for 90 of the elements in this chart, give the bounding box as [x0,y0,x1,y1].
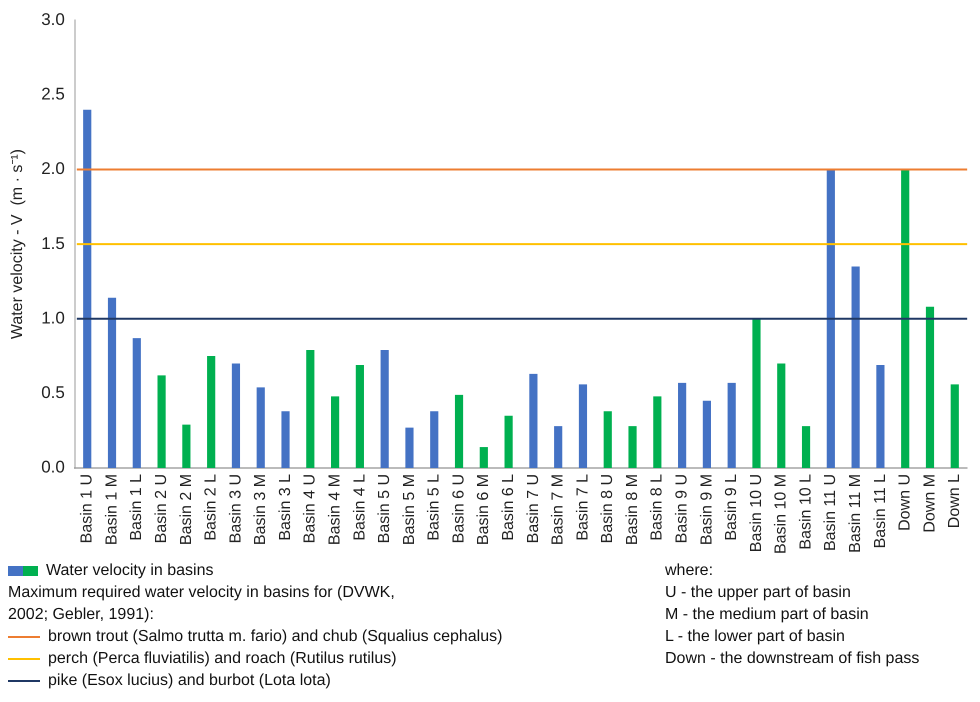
text: where: [665,561,714,581]
bar [256,387,265,468]
y-tick-label: 1.5 [41,234,65,253]
legend-label: brown trout (Salmo trutta m. fario) and chub (Squalius cephalus) [48,627,502,647]
y-tick-label: 2.5 [41,84,65,104]
x-tick-label: Basin 9 M [698,474,716,546]
x-tick-label: Down M [921,474,938,533]
x-tick-label: Basin 2 M [178,474,195,546]
text: L - the lower part of basin [665,627,846,647]
bar [702,400,711,468]
bar [728,382,736,468]
x-tick-label: Basin 2 L [202,474,220,541]
bar [232,363,240,468]
x-tick-label: Down U [896,474,914,531]
y-tick-label: 0.0 [41,458,65,477]
x-tick-label: Basin 10 L [797,474,814,550]
bar [926,306,934,468]
y-tick-label: 1.0 [41,308,65,328]
bar [356,364,364,468]
bar [182,424,190,468]
x-tick-label: Basin 1 M [103,474,120,546]
x-tick-label: Basin 1 L [128,474,146,541]
bar [604,411,612,468]
bar [752,318,761,468]
bar [678,382,686,468]
x-tick-label: Basin 3 L [276,474,294,541]
x-tick-label: Basin 5 U [376,474,394,544]
bar [876,364,884,468]
y-axis-title: Water velocity - V (m · s⁻¹) [9,148,26,340]
bar [826,169,835,468]
bar [628,426,637,468]
x-tick-label: Basin 8 U [599,474,616,544]
legend-label: perch (Perca fluviatilis) and roach (Rutilus rutilus) [48,649,397,669]
bar [901,169,910,468]
x-tick-label: Basin 9 L [723,474,740,541]
bar [852,266,860,468]
bar [157,375,166,468]
text: Down - the downstream of fish pass [665,649,920,669]
bar [108,298,116,468]
bar [306,350,314,468]
x-tick-label: Basin 6 L [500,474,518,541]
x-tick-label: Basin 8 L [648,474,666,541]
x-tick-label: Basin 8 M [624,474,641,546]
bar [802,426,810,468]
x-tick-label: Basin 10 U [748,474,765,552]
x-tick-label: Basin 3 M [252,474,270,546]
bar [777,363,786,468]
x-tick-label: Basin 2 U [152,474,170,544]
x-tick-label: Basin 7 U [524,474,542,544]
bar [454,394,464,468]
x-tick-label: Basin 3 U [227,474,244,544]
x-tick-label: Down L [946,474,964,528]
legend-title: Maximum required water velocity in basins for (DVWK, 2002; Gebler, 1991): [8,583,396,625]
x-tick-label: Basin 6 U [450,474,468,544]
x-tick-label: Basin 9 U [674,474,691,544]
x-tick-label: Basin 4 U [302,474,319,544]
bar [529,374,538,468]
bar [950,384,959,468]
bar [554,426,562,468]
legend-label: pike (Esox lucius) and burbot (Lota lota) [48,671,331,691]
text: U - the upper part of basin [665,583,852,603]
bar [132,338,141,468]
bar [578,384,588,468]
x-tick-label: Basin 5 M [400,474,418,546]
legend-label: Water velocity in basins [46,561,214,581]
x-tick-label: Basin 6 M [475,474,492,546]
x-tick-label: Basin 7 M [550,474,567,546]
x-tick-label: Basin 4 M [326,474,344,546]
bar [653,396,662,468]
x-tick-label: Basin 7 L [574,474,592,541]
bar [281,411,290,468]
bar [207,356,216,468]
y-tick-label: 3.0 [41,10,65,29]
x-tick-label: Basin 11 L [872,474,889,548]
y-tick-label: 0.5 [41,383,65,402]
x-tick-label: Basin 1 U [78,474,96,544]
y-tick-label: 2.0 [41,159,65,178]
text: M - the medium part of basin [665,605,870,625]
bar [405,428,414,468]
bar [480,447,488,468]
bar [504,416,513,468]
bar [331,396,340,468]
bar [83,110,92,468]
x-tick-label: Basin 11 U [822,474,840,552]
x-tick-label: Basin 5 L [426,474,443,541]
x-tick-label: Basin 4 L [351,474,368,541]
x-tick-label: Basin 11 M [847,474,864,553]
x-tick-label: Basin 10 M [772,474,790,554]
bar [430,411,438,468]
bar [380,350,389,468]
